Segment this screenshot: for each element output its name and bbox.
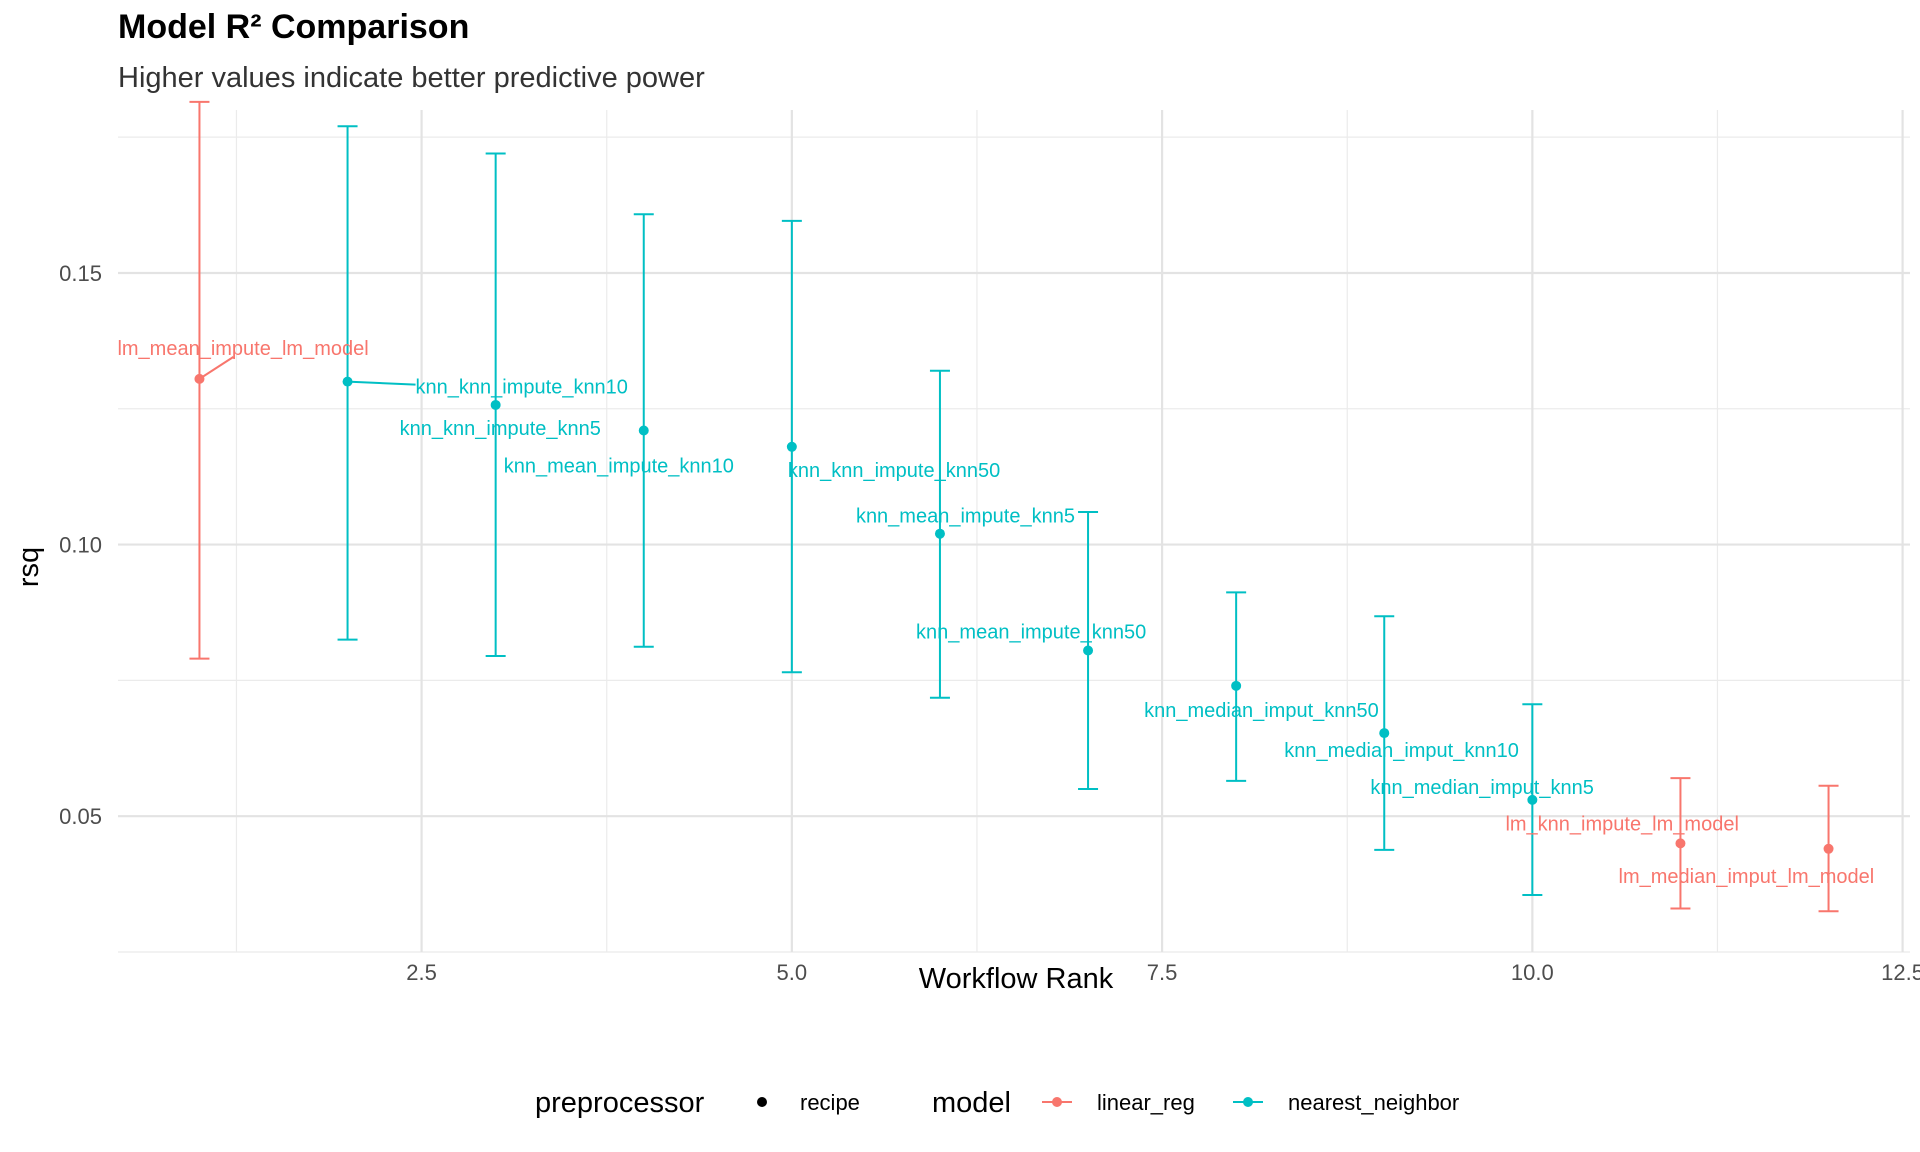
y-tick-label: 0.05 <box>59 804 102 829</box>
data-point <box>1231 680 1242 691</box>
data-point <box>1379 728 1390 739</box>
data-points <box>194 373 1834 854</box>
legend-recipe-label: recipe <box>800 1090 860 1115</box>
point-label: knn_median_imput_knn10 <box>1284 740 1519 762</box>
data-point <box>934 528 945 539</box>
legend-linear-reg-label: linear_reg <box>1097 1090 1195 1115</box>
data-point <box>1083 645 1094 656</box>
point-label: knn_mean_impute_knn5 <box>856 506 1075 528</box>
point-label: knn_mean_impute_knn10 <box>504 456 734 478</box>
x-tick-label: 7.5 <box>1147 960 1178 985</box>
y-tick-label: 0.10 <box>59 533 102 558</box>
y-axis-title: rsq <box>13 547 45 587</box>
point-label: knn_median_imput_knn50 <box>1144 700 1379 722</box>
chart-subtitle: Higher values indicate better predictive… <box>118 62 705 94</box>
data-point <box>194 373 205 384</box>
point-label: lm_knn_impute_lm_model <box>1505 813 1738 835</box>
legend-preprocessor-title: preprocessor <box>535 1087 705 1119</box>
data-point <box>490 399 501 410</box>
point-label: knn_mean_impute_knn50 <box>916 622 1146 644</box>
point-label: lm_mean_impute_lm_model <box>117 338 368 360</box>
y-tick-label: 0.15 <box>59 261 102 286</box>
legend-linear-reg-key <box>1042 1097 1072 1107</box>
data-point <box>1823 843 1834 854</box>
data-point <box>1675 838 1686 849</box>
x-tick-label: 10.0 <box>1511 960 1554 985</box>
legend-nearest-neighbor-label: nearest_neighbor <box>1288 1090 1459 1115</box>
point-label: knn_knn_impute_knn5 <box>400 418 601 440</box>
data-point <box>342 376 353 387</box>
point-label: knn_median_imput_knn5 <box>1370 777 1594 799</box>
point-label: knn_knn_impute_knn50 <box>788 460 1000 482</box>
x-tick-label: 12.5 <box>1881 960 1920 985</box>
label-connector <box>347 380 416 386</box>
legend: preprocessor recipe model linear_reg nea… <box>535 1087 1459 1119</box>
grid-minor <box>118 110 1910 953</box>
point-labels: lm_mean_impute_lm_model knn_knn_impute_kn… <box>117 338 1874 888</box>
x-tick-labels: 2.5 5.0 7.5 10.0 12.5 <box>406 960 1920 985</box>
point-label: knn_knn_impute_knn10 <box>416 377 628 399</box>
label-connector <box>198 356 234 380</box>
data-point <box>1527 794 1538 805</box>
x-tick-label: 5.0 <box>777 960 808 985</box>
data-point <box>638 425 649 436</box>
x-axis-title: Workflow Rank <box>919 963 1114 995</box>
data-point <box>786 441 797 452</box>
legend-recipe-key <box>757 1097 767 1107</box>
x-tick-label: 2.5 <box>406 960 437 985</box>
y-tick-labels: 0.05 0.10 0.15 <box>59 261 102 829</box>
point-label: lm_median_imput_lm_model <box>1619 866 1875 888</box>
label-connectors <box>198 356 416 386</box>
legend-model-title: model <box>932 1087 1011 1119</box>
legend-nearest-neighbor-key <box>1233 1097 1263 1107</box>
chart-title: Model R² Comparison <box>118 8 470 46</box>
